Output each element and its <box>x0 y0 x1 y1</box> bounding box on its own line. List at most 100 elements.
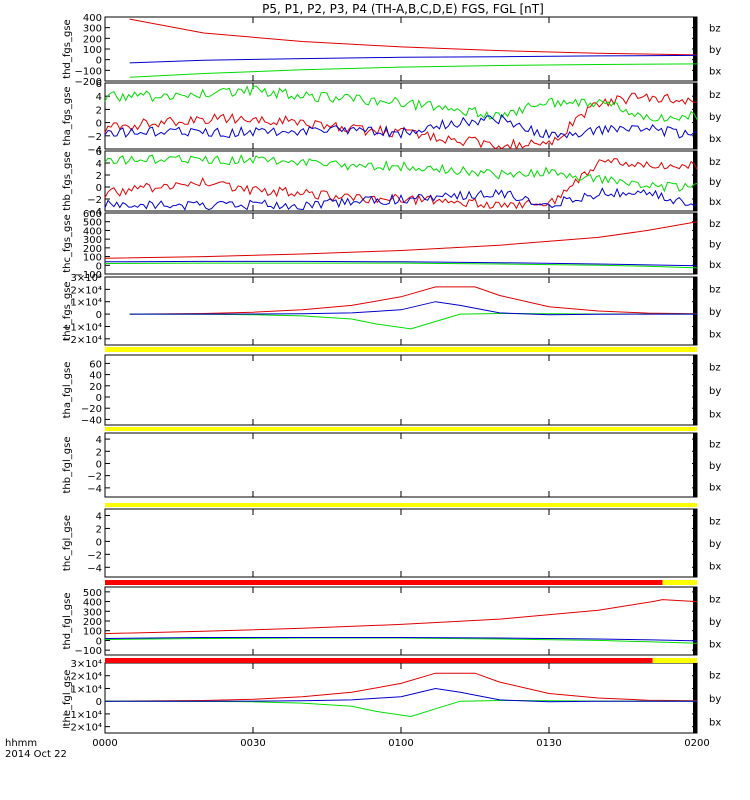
x-tick-label: 0000 <box>92 738 117 749</box>
panel-4-series-bz <box>129 286 698 315</box>
panel-9-legend-bx: bx <box>709 717 721 728</box>
panel-6-ytick-label: 2 <box>96 447 102 458</box>
panel-3-legend-bz: bz <box>709 219 721 230</box>
panel-1-ytick-label: 6 <box>96 79 102 90</box>
panel-1-ylabel: tha_fgs_gse <box>62 86 73 145</box>
panel-4-ytick-label: 3×10⁴ <box>71 273 102 284</box>
panel-8-legend-bx: bx <box>709 640 721 651</box>
panel-3-ylabel: thc_fgs_gse <box>62 214 73 273</box>
panel-3-ytick-label: 200 <box>83 244 102 255</box>
panel-6-legend-by: by <box>709 461 721 472</box>
panel-1-ytick-label: 0 <box>96 119 102 130</box>
panel-9-ylabel: the_fgl_gse <box>62 670 73 727</box>
panel-7-ylabel: thc_fgl_gse <box>62 515 73 571</box>
panel-5-legend-bz: bz <box>709 363 721 374</box>
panel-8-legend-by: by <box>709 617 721 628</box>
x-tick-label: 0100 <box>388 738 413 749</box>
panel-4-ytick-label: 0 <box>96 310 102 321</box>
x-axis-label-hhmm: hhmm <box>5 738 37 749</box>
panel-6-frame <box>104 432 698 498</box>
panel-4-legend-bx: bx <box>709 330 721 341</box>
flag-bar-4-yellow <box>652 658 697 663</box>
x-tick-label: 0200 <box>684 738 709 749</box>
panel-9-series-bz <box>104 672 698 702</box>
panel-0-frame <box>104 16 698 82</box>
panel-6-ytick-label: −2 <box>87 472 102 483</box>
panel-3-ytick-label: 500 <box>83 218 102 229</box>
panel-3-ytick-label: 0 <box>96 261 102 272</box>
panel-4-legend-bz: bz <box>709 284 721 295</box>
panel-7-legend-bx: bx <box>709 562 721 573</box>
flag-bar-1-yellow <box>105 427 697 431</box>
panel-5-ytick-label: −40 <box>81 415 102 426</box>
panel-3-series-by <box>104 262 698 269</box>
panel-0-ytick-label: 100 <box>83 45 102 56</box>
panel-8-ytick-label: 200 <box>83 617 102 628</box>
panel-1-series-bz <box>104 92 698 151</box>
panel-1-ytick-label: 4 <box>96 92 102 103</box>
panel-3-edge-marker <box>693 213 697 274</box>
panel-6-legend-bx: bx <box>709 482 721 493</box>
panel-9-legend-by: by <box>709 694 721 705</box>
panel-5-ytick-label: −20 <box>81 404 102 415</box>
panel-6-ylabel: thb_fgl_gse <box>62 437 73 494</box>
panel-8-ytick-label: 500 <box>83 588 102 599</box>
panel-9-legend-bz: bz <box>709 671 721 682</box>
x-axis-label-date: 2014 Oct 22 <box>5 749 67 760</box>
panel-0-legend-by: by <box>709 45 721 56</box>
panel-4-series-bx <box>129 301 698 316</box>
panel-5-ytick-label: 0 <box>96 393 102 404</box>
panel-3-legend-by: by <box>709 240 721 251</box>
panel-3-ytick-label: 300 <box>83 235 102 246</box>
panel-1-series-by <box>104 85 698 122</box>
panel-7-edge-marker <box>693 509 697 577</box>
panel-4-edge-marker <box>693 277 697 345</box>
panel-3-frame <box>104 212 698 275</box>
panel-1-frame <box>104 82 698 150</box>
panel-8-legend-bz: bz <box>709 594 721 605</box>
panel-6-ytick-label: −4 <box>87 484 102 495</box>
panel-1-ytick-label: 2 <box>96 105 102 116</box>
panel-0-ytick-label: 300 <box>83 24 102 35</box>
panel-0-ytick-label: 200 <box>83 34 102 45</box>
panel-0-series-by <box>129 63 698 78</box>
panel-8-ytick-label: 300 <box>83 607 102 618</box>
panel-5-legend-bx: bx <box>709 409 721 420</box>
flag-bar-3-red <box>105 580 663 585</box>
panel-3-series-bz <box>104 221 698 259</box>
panel-9-ytick-label: 2×10⁴ <box>71 672 102 683</box>
panel-7-ytick-label: 4 <box>96 511 102 522</box>
panel-2-ytick-label: 6 <box>96 147 102 158</box>
x-tick-label: 0130 <box>536 738 561 749</box>
panel-3-legend-bx: bx <box>709 260 721 271</box>
panel-0-ytick-label: 400 <box>83 13 102 24</box>
panel-9-ytick-label: 1×10⁴ <box>71 684 102 695</box>
panel-7-ytick-label: 0 <box>96 537 102 548</box>
panel-2-series-bz <box>104 158 698 210</box>
panel-2-legend-bz: bz <box>709 157 721 168</box>
flag-bar-2-yellow <box>105 503 697 507</box>
panel-2-ytick-label: 4 <box>96 159 102 170</box>
panel-6-edge-marker <box>693 433 697 497</box>
panel-5-ytick-label: 60 <box>89 359 102 370</box>
panel-5-frame <box>104 354 698 426</box>
panel-6-ytick-label: 4 <box>96 435 102 446</box>
panel-0-ylabel: thd_fgs_gse <box>62 19 73 78</box>
panel-3-ytick-label: 400 <box>83 226 102 237</box>
panel-8-ytick-label: 400 <box>83 598 102 609</box>
panel-6-legend-bz: bz <box>709 440 721 451</box>
panel-8-ylabel: thd_fgl_gse <box>62 593 73 650</box>
panel-6-ytick-label: 0 <box>96 459 102 470</box>
flag-bar-0-yellow <box>105 347 697 352</box>
panel-7-ytick-label: −4 <box>87 563 102 574</box>
panel-3-ytick-label: −100 <box>75 270 102 281</box>
panel-8-frame <box>104 586 698 656</box>
panel-5-ytick-label: 20 <box>89 382 102 393</box>
panel-2-ytick-label: 0 <box>96 183 102 194</box>
panel-0-legend-bx: bx <box>709 66 721 77</box>
panel-2-ytick-label: 2 <box>96 171 102 182</box>
panel-8-series-by <box>104 637 698 644</box>
panel-1-legend-bx: bx <box>709 134 721 145</box>
